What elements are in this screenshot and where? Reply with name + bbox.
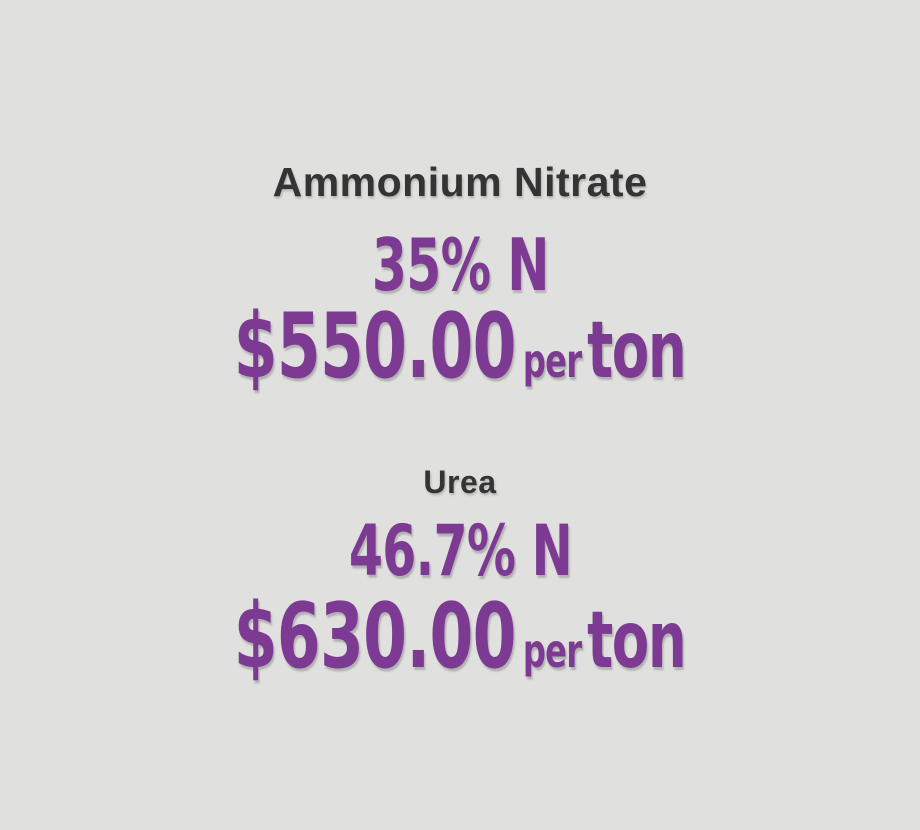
price-value: $550.00: [234, 294, 517, 400]
price-line: $550.00 perton: [0, 302, 920, 392]
product-card-urea: Urea 46.7% N $630.00 perton: [0, 462, 920, 682]
product-name: Ammonium Nitrate: [272, 159, 648, 205]
per-label: per: [523, 623, 582, 678]
per-label: per: [523, 334, 582, 389]
nitrogen-content: 35% N: [371, 223, 550, 308]
nitrogen-content: 46.7% N: [348, 509, 572, 592]
nitrogen-content-line: 35% N: [0, 229, 920, 302]
unit-label: ton: [587, 595, 688, 686]
price-value: $630.00: [234, 583, 517, 689]
price-line: $630.00 perton: [0, 591, 920, 682]
product-name: Urea: [423, 464, 497, 501]
product-card-ammonium-nitrate: Ammonium Nitrate 35% N $550.00 perton: [0, 156, 920, 392]
nitrogen-content-line: 46.7% N: [0, 516, 920, 586]
unit-label: ton: [587, 306, 688, 397]
